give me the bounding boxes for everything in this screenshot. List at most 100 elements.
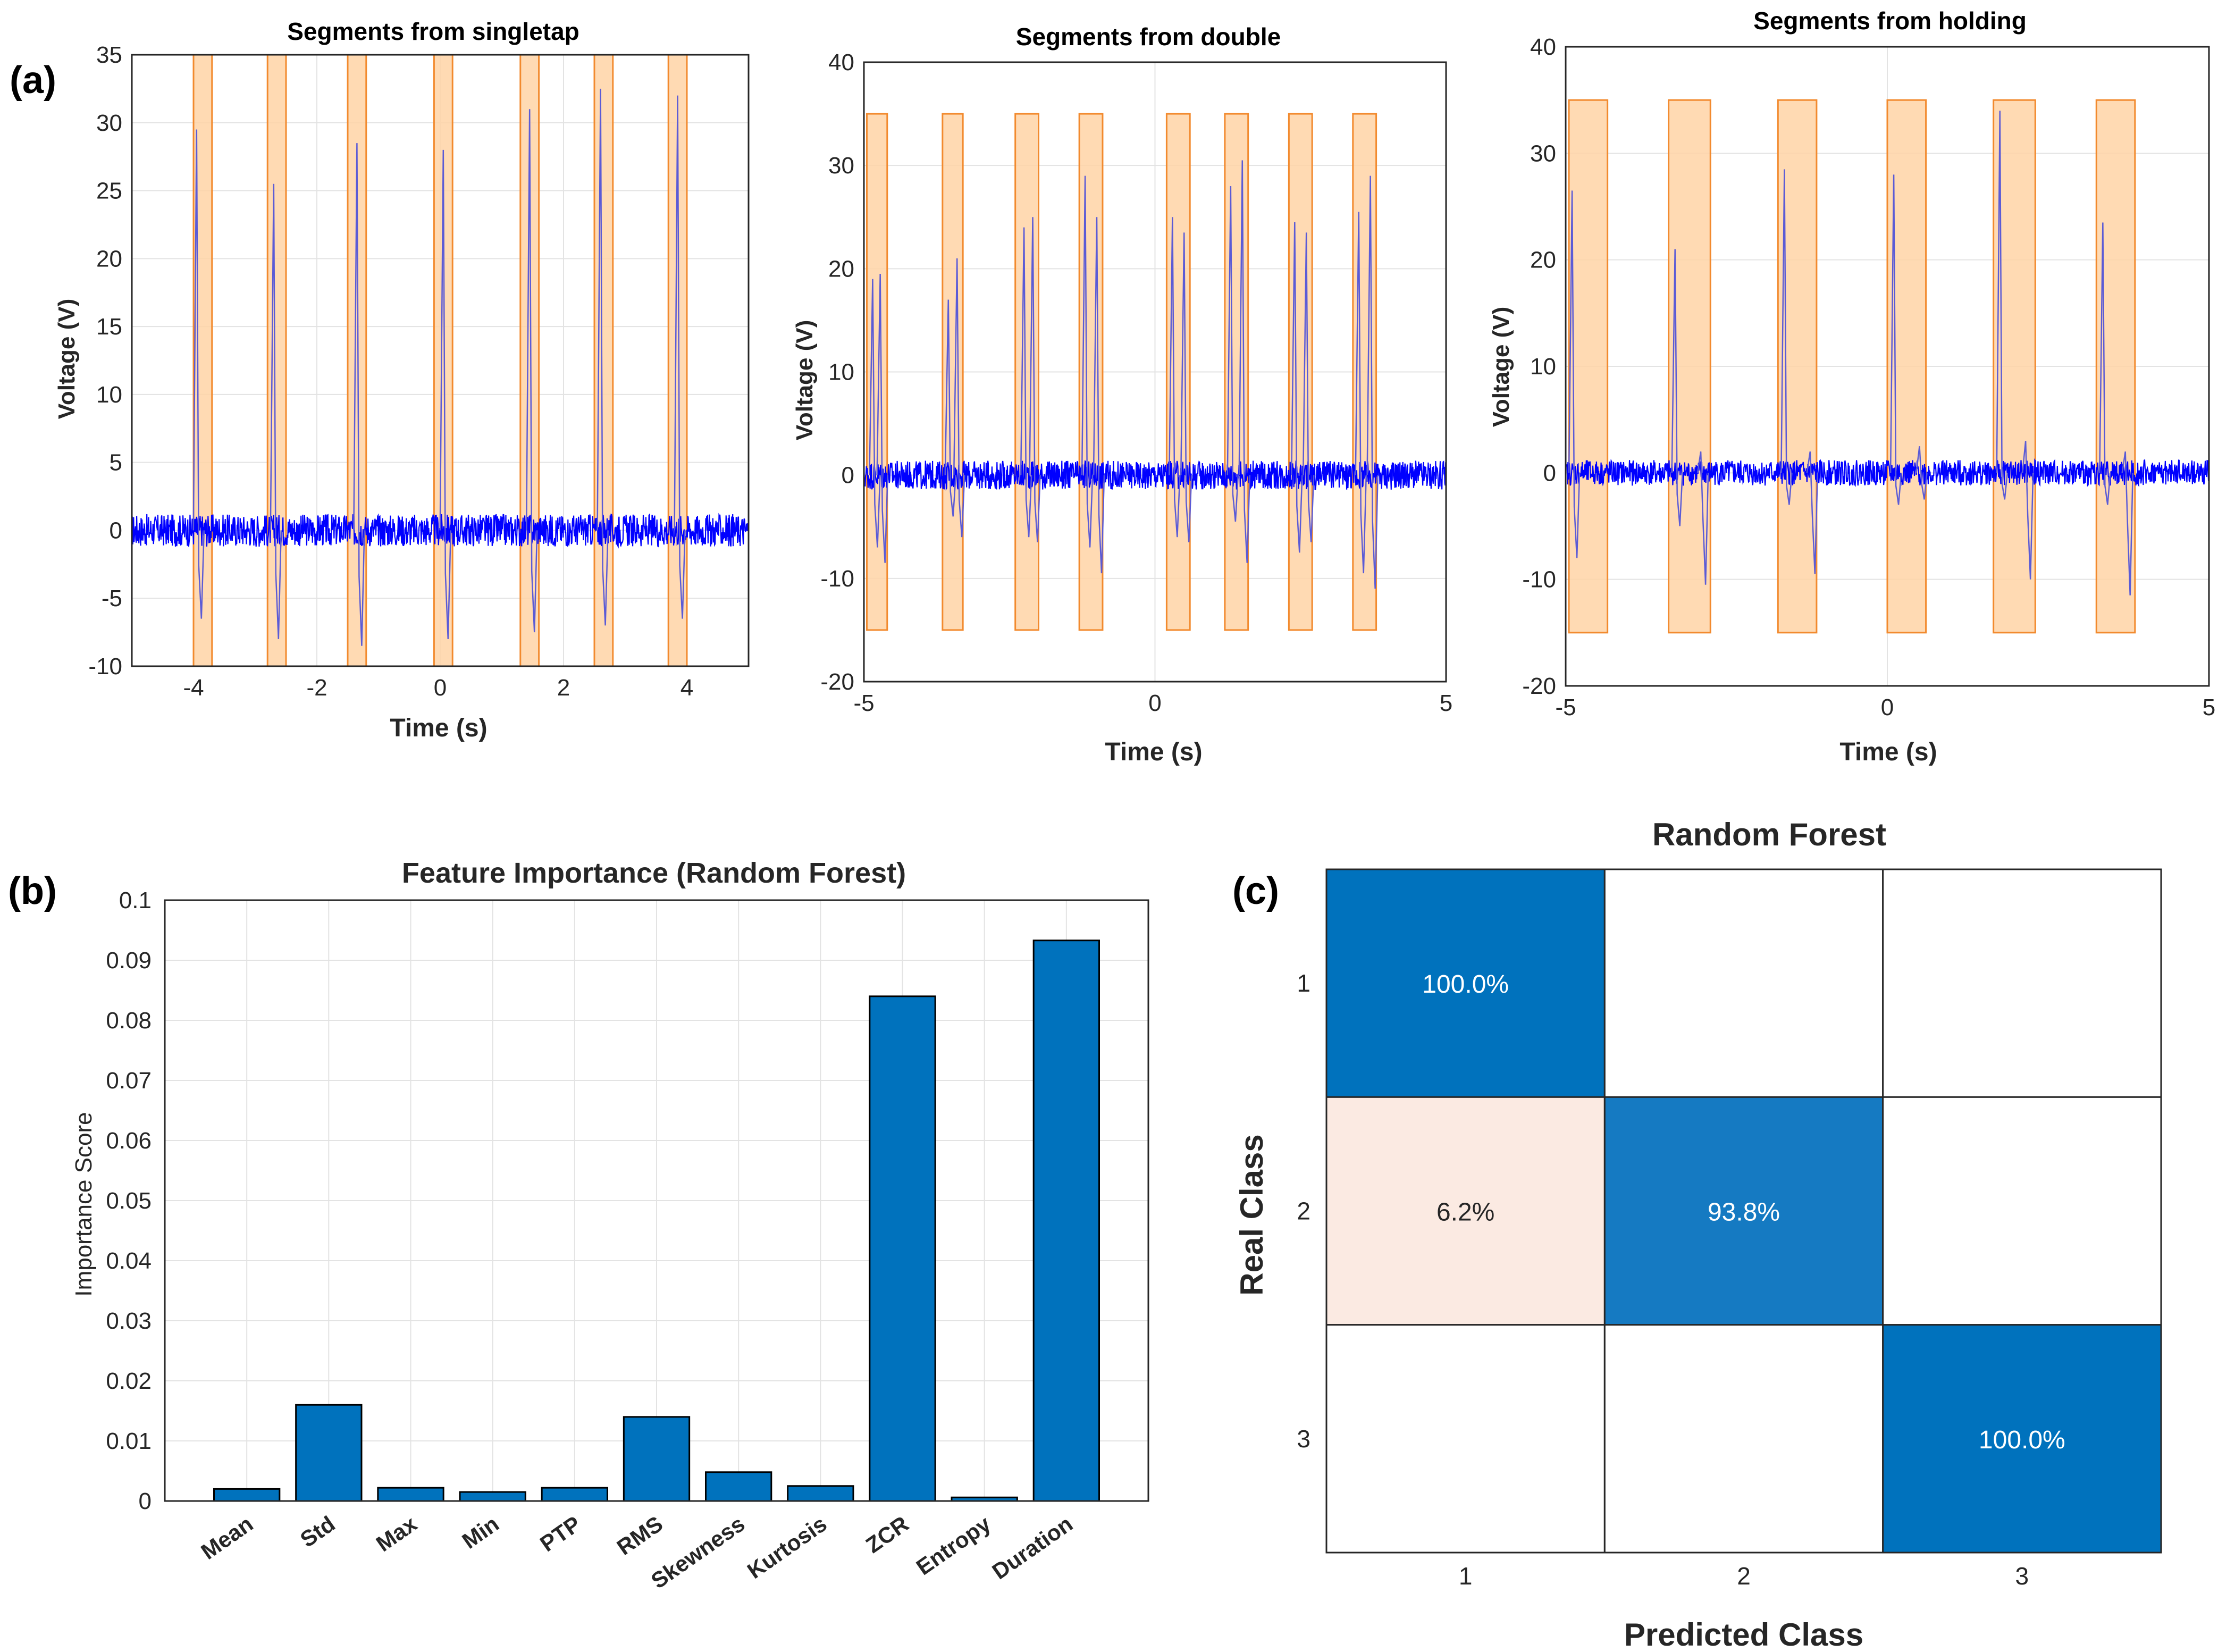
y-tick-label: 0.09: [106, 947, 152, 974]
cell-r3-c2: [1603, 1324, 1884, 1554]
panel-label-a: (a): [10, 59, 56, 102]
cell-r3-c1: [1325, 1324, 1606, 1554]
panel-label-b: (b): [8, 870, 57, 912]
y-tick-label: 20: [96, 246, 122, 272]
y-tick-label: 10: [1530, 354, 1556, 380]
x-axis-label: Predicted Class: [1624, 1617, 1863, 1652]
spike-2: [876, 274, 888, 563]
spike-8: [1093, 217, 1105, 574]
segment-2: [942, 113, 964, 631]
y-tick-label: 3: [1297, 1425, 1310, 1453]
plot-frame: [131, 54, 750, 667]
y-tick-label: 30: [96, 110, 122, 136]
spike-5: [1020, 227, 1032, 538]
cell-label: 6.2%: [1436, 1198, 1494, 1227]
y-tick-label: 35: [96, 42, 122, 68]
bar-min: [459, 1491, 526, 1502]
segment-1: [1568, 99, 1609, 634]
x-axis-label: Time (s): [1105, 738, 1202, 766]
plot-frame: [863, 61, 1447, 683]
x-axis-label: Time (s): [390, 714, 487, 742]
y-axis-label: Real Class: [1234, 1134, 1270, 1296]
x-tick-label: -2: [306, 675, 327, 701]
y-tick-label: 0: [110, 517, 122, 543]
x-tick-label: 0: [1148, 690, 1161, 716]
segment-2: [266, 54, 287, 667]
spike-11: [1226, 186, 1239, 522]
x-tick-label: Std: [296, 1511, 339, 1552]
bar-std: [295, 1404, 363, 1502]
y-tick-label: -10: [88, 653, 122, 680]
cell-r1-c3: [1882, 868, 2162, 1098]
y-tick-label: 1: [1297, 969, 1310, 997]
bar-mean: [213, 1488, 281, 1502]
y-axis-label: Voltage (V): [1488, 307, 1514, 427]
x-tick-label: 5: [1440, 690, 1452, 716]
signal-trace: [863, 460, 1447, 491]
spike-5: [1806, 451, 1819, 574]
cell-label: 93.8%: [1708, 1198, 1780, 1227]
x-tick-label: RMS: [612, 1511, 667, 1560]
spike-3: [944, 299, 957, 517]
y-tick-label: 0.03: [106, 1308, 152, 1334]
x-tick-label: Entropy: [912, 1511, 995, 1580]
spike-14: [1302, 232, 1315, 542]
cell-r3-c3: [1882, 1324, 2162, 1554]
y-tick-label: 2: [1297, 1197, 1310, 1225]
spike-5: [525, 109, 538, 633]
plot-frame: [164, 899, 1149, 1502]
y-tick-label: -5: [102, 585, 122, 611]
chart-confusion-matrix: Random Forest Real Class Predicted Class…: [1234, 817, 2162, 1652]
spike-7: [1915, 446, 1928, 500]
spike-6: [596, 88, 609, 626]
spike-10: [2099, 222, 2111, 505]
spike-7: [1081, 175, 1094, 548]
spike-4: [1780, 169, 1793, 505]
y-tick-label: -20: [1522, 673, 1556, 699]
y-tick-label: 30: [828, 153, 854, 179]
chart-title: Segments from singletap: [287, 18, 579, 45]
cell-label: 100.0%: [1422, 970, 1509, 999]
y-tick-label: 0: [1543, 460, 1556, 486]
y-tick-label: 25: [96, 178, 122, 204]
x-axis-label: Time (s): [1839, 738, 1937, 766]
bar-duration: [1032, 940, 1100, 1502]
y-tick-label: 40: [828, 49, 854, 76]
x-tick-label: 0: [1881, 694, 1894, 720]
spike-1: [1568, 190, 1581, 558]
x-tick-label: Min: [458, 1511, 503, 1554]
y-tick-label: 5: [110, 450, 122, 476]
y-tick-label: 10: [96, 382, 122, 408]
x-tick-label: Max: [372, 1511, 422, 1557]
chart-title: Random Forest: [1652, 817, 1886, 852]
bar-skewness: [705, 1471, 772, 1502]
y-tick-label: 0.08: [106, 1008, 152, 1034]
y-tick-label: 0: [139, 1488, 152, 1514]
chart-holding: Segments from holding Voltage (V) Time (…: [1488, 7, 2215, 766]
x-tick-label: -5: [1555, 694, 1576, 720]
y-tick-label: 0.04: [106, 1248, 152, 1274]
spike-13: [1291, 222, 1303, 553]
spike-6: [1029, 217, 1041, 542]
x-tick-label: Duration: [988, 1511, 1077, 1584]
spike-6: [1889, 174, 1902, 505]
chart-singletap: Segments from singletap Voltage (V) Time…: [54, 18, 750, 742]
x-tick-label: 1: [1459, 1562, 1473, 1590]
x-tick-label: Kurtosis: [743, 1511, 831, 1583]
segment-3: [1014, 113, 1039, 631]
x-tick-label: -5: [853, 690, 874, 716]
x-tick-label: 2: [557, 675, 570, 701]
cell-label: 100.0%: [1979, 1426, 2065, 1454]
y-axis-label: Voltage (V): [54, 299, 80, 420]
bar-zcr: [869, 995, 936, 1502]
spike-16: [1366, 175, 1379, 589]
bar-kurtosis: [787, 1485, 854, 1502]
y-tick-label: 0.01: [106, 1428, 152, 1454]
y-tick-label: 0.06: [106, 1128, 152, 1154]
x-tick-label: 5: [2203, 694, 2215, 720]
y-axis-label: Importance Score: [71, 1112, 97, 1296]
y-tick-label: -10: [820, 566, 854, 592]
spike-12: [1238, 160, 1250, 563]
chart-double: Segments from double Voltage (V) Time (s…: [792, 23, 1452, 766]
